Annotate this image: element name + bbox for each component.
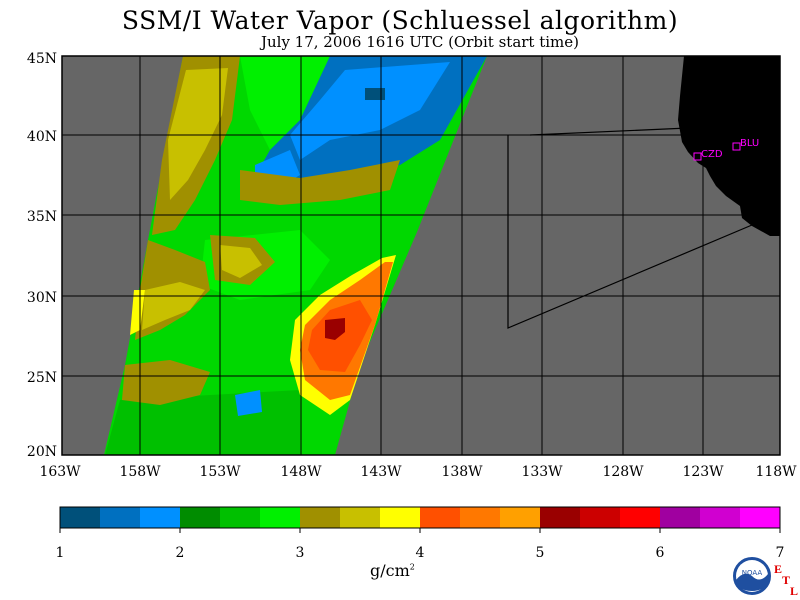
lat-label: 40N	[27, 129, 57, 145]
lat-label: 20N	[27, 444, 57, 460]
city-marker-czd	[693, 152, 702, 161]
swath-green-band	[240, 56, 330, 150]
city-label-czd: CZD	[701, 149, 723, 160]
colorbar-tick-label: 4	[416, 545, 425, 561]
lon-label: 153W	[199, 464, 241, 480]
colorbar-tick-label: 5	[536, 545, 545, 561]
chart-subtitle: July 17, 2006 1616 UTC (Orbit start time…	[260, 33, 580, 51]
lon-label: 128W	[602, 464, 644, 480]
noaa-logo: NOAA	[731, 555, 773, 597]
colorbar-swatch	[700, 507, 741, 528]
colorbar-swatch	[260, 507, 301, 528]
colorbar-swatch	[140, 507, 181, 528]
map-frame	[61, 55, 781, 456]
swath-yellow-region	[142, 282, 205, 330]
colorbar-swatch	[620, 507, 661, 528]
colorbar-swatch	[300, 507, 341, 528]
lon-label: 138W	[441, 464, 483, 480]
colorbar-swatch	[180, 507, 221, 528]
colorbar	[60, 507, 781, 528]
colorbar-swatch	[660, 507, 701, 528]
lat-label: 45N	[27, 51, 57, 67]
lat-label: 35N	[27, 209, 57, 225]
colorbar-unit-text: g/cm	[370, 561, 410, 580]
colorbar-tick-label: 3	[296, 545, 305, 561]
colorbar-swatch	[500, 507, 541, 528]
swath-olive-region	[122, 360, 210, 405]
chart-title: SSM/I Water Vapor (Schluessel algorithm)	[121, 6, 679, 35]
lat-label: 30N	[27, 290, 57, 306]
swath-blue-spot	[235, 390, 262, 416]
lon-label: 148W	[280, 464, 322, 480]
colorbar-swatch	[60, 507, 101, 528]
colorbar-tick-label: 2	[176, 545, 185, 561]
colorbar-swatch	[380, 507, 421, 528]
colorbar-tick-label: 1	[56, 545, 65, 561]
colorbar-ticks: 1 2 3 4 5 6 7	[56, 528, 785, 561]
grid-lines	[62, 56, 780, 455]
etl-letter-e: E	[774, 562, 783, 576]
swath-yellow-region	[220, 245, 262, 278]
colorbar-swatch	[580, 507, 621, 528]
colorbar-swatch	[420, 507, 461, 528]
colorbar-tick-label: 7	[776, 545, 785, 561]
swath-yellow-edge	[130, 290, 145, 335]
warning-area-outline	[507, 135, 753, 329]
noaa-logo-text: NOAA	[742, 569, 763, 577]
colorbar-swatch	[740, 507, 781, 528]
etl-letter-l: L	[790, 584, 799, 598]
colorbar-swatch	[540, 507, 581, 528]
warning-area-outline	[529, 127, 689, 136]
swath-olive-band	[240, 160, 400, 205]
lon-label: 123W	[682, 464, 724, 480]
colorbar-swatch	[340, 507, 381, 528]
colorbar-unit: g/cm2	[370, 561, 415, 580]
lon-label: 158W	[119, 464, 161, 480]
lon-label: 118W	[755, 464, 797, 480]
swath-yellow-region	[168, 68, 228, 200]
colorbar-swatch	[460, 507, 501, 528]
swath-dark-blue-spot	[365, 88, 385, 100]
colorbar-swatch	[100, 507, 141, 528]
lon-label: 143W	[360, 464, 402, 480]
swath-dark-red-core	[325, 318, 345, 340]
colorbar-swatch	[220, 507, 261, 528]
city-marker-blu	[732, 142, 741, 151]
city-label-blu: BLU	[740, 138, 759, 149]
lon-label: 163W	[39, 464, 81, 480]
colorbar-tick-label: 6	[656, 545, 665, 561]
lon-label: 133W	[521, 464, 563, 480]
swath-layer	[104, 56, 487, 455]
lat-label: 25N	[27, 370, 57, 386]
etl-letter-t: T	[782, 573, 791, 587]
colorbar-unit-exponent: 2	[409, 562, 415, 572]
